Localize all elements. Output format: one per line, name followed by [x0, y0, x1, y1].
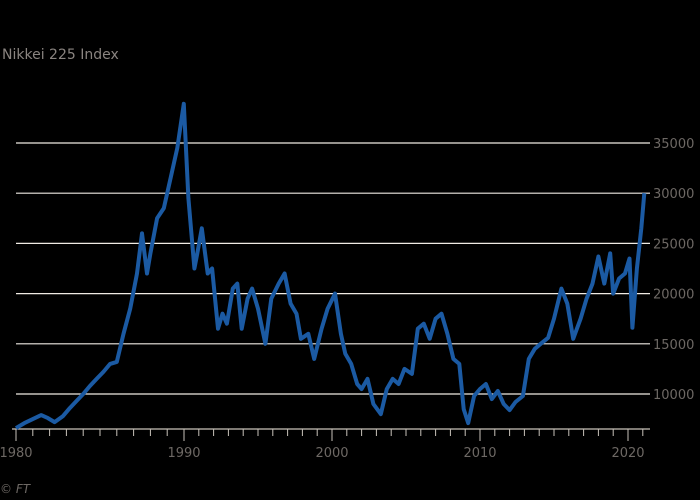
x-tick-label: 2010 [463, 446, 496, 461]
x-axis: 1980 1990 2000 2010 2020 [0, 428, 650, 461]
y-tick-label: 35000 [653, 137, 694, 152]
y-tick-label: 10000 [653, 388, 694, 403]
y-tick-label: 15000 [653, 338, 694, 353]
y-axis-labels: 10000 15000 20000 25000 30000 35000 [653, 137, 694, 403]
gridlines [16, 142, 650, 395]
x-tick-label: 2020 [611, 446, 644, 461]
y-tick-label: 20000 [653, 288, 694, 303]
y-tick-label: 25000 [653, 237, 694, 252]
x-tick-label: 1980 [0, 446, 33, 461]
credit-text: © FT [0, 482, 31, 496]
x-tick-label: 2000 [315, 446, 348, 461]
nikkei-line [14, 101, 647, 430]
chart-title: Nikkei 225 Index [2, 47, 119, 63]
y-tick-label: 30000 [653, 187, 694, 202]
x-tick-label: 1990 [167, 446, 200, 461]
